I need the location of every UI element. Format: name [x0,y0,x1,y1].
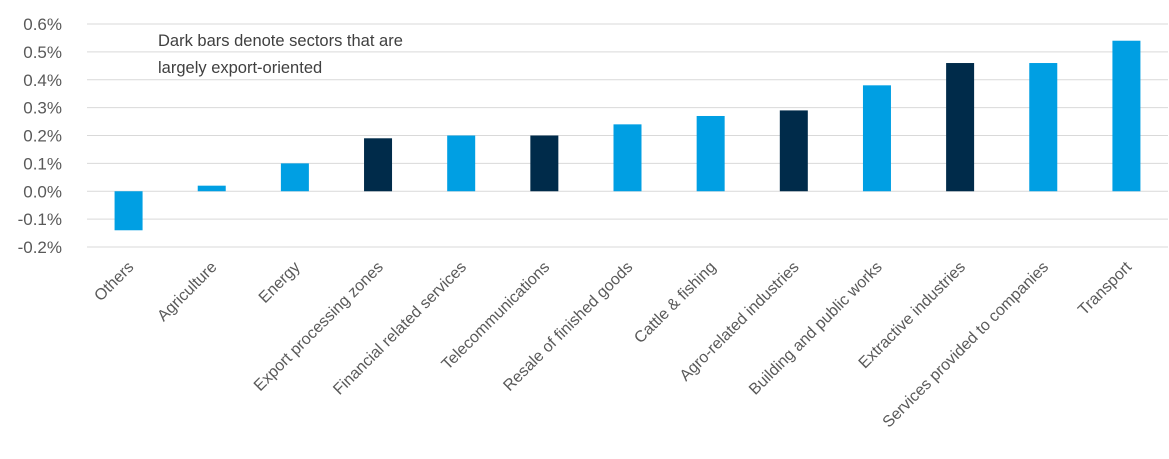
bar-telecommunications [530,135,559,192]
x-tick-label: Agriculture [154,259,220,325]
x-tick-label: Energy [256,259,304,307]
y-tick-label: -0.2% [18,238,62,257]
bar-transport [1112,40,1141,192]
bar-services-provided-to-companies [1029,63,1058,192]
bar-export-processing-zones [364,138,393,192]
y-tick-label: 0.6% [23,15,62,34]
bar-agriculture [197,185,226,192]
x-tick-label: Building and public works [746,259,886,399]
x-tick-label: Transport [1075,258,1135,318]
y-tick-label: 0.3% [23,99,62,118]
y-tick-label: 0.1% [23,154,62,173]
bar-energy [280,163,309,192]
bar-financial-related-services [447,135,476,192]
annotation-line-2: largely export-oriented [158,59,322,77]
y-tick-label: 0.2% [23,127,62,146]
bars [114,40,1141,231]
bar-resale-of-finished-goods [613,124,642,192]
x-tick-label: Services provided to companies [880,259,1052,431]
bar-extractive-industries [946,63,975,192]
bar-agro-related-industries [779,110,808,192]
y-tick-label: 0.0% [23,182,62,201]
annotation-line-1: Dark bars denote sectors that are [158,32,403,50]
y-tick-label: 0.4% [23,71,62,90]
bar-others [114,191,143,231]
x-tick-label: Cattle & fishing [631,259,719,347]
bar-building-and-public-works [862,85,891,192]
y-tick-label: -0.1% [18,210,62,229]
x-tick-label: Others [91,259,137,305]
y-tick-label: 0.5% [23,43,62,62]
bar-cattle-fishing [696,115,725,192]
x-tick-label: Financial related services [330,259,470,399]
y-axis: 0.6% 0.5% 0.4% 0.3% 0.2% 0.1% 0.0% -0.1% -0.2% [18,15,62,257]
